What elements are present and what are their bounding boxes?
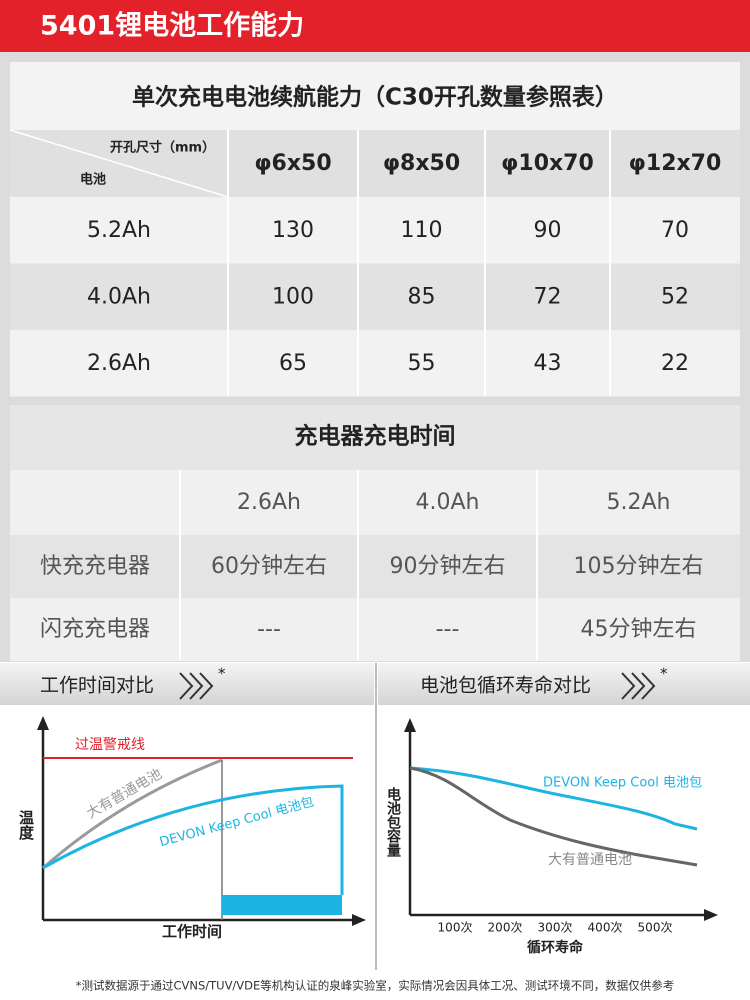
header-title: 5401锂电池工作能力 [40,10,304,42]
diagonal [9,129,229,198]
column-header: 4.0Ah [416,490,480,515]
chart-title: 电池包循环寿命对比 [420,675,591,697]
x-tick-label: 400次 [588,921,623,935]
table-cell: 70 [661,218,689,243]
chart-title: 工作时间对比 [40,675,154,697]
chevrons [179,672,656,700]
table-cell: 闪充充电器 [40,617,150,642]
curve [42,758,223,870]
table-cell: 85 [408,285,436,310]
column-header: φ10x70 [501,151,594,176]
corner-label: 电池 [80,172,106,188]
block [222,895,342,915]
table-cell: --- [436,617,460,642]
table-cell: 4.0Ah [87,285,151,310]
table-row [10,197,740,264]
x-label: 工作时间 [162,923,222,941]
table-cell: 22 [661,351,689,376]
runtime-title: 单次充电电池续航能力（C30开孔数量参照表） [132,84,618,111]
table-cell: 100 [272,285,314,310]
footnote: *测试数据源于通过CVNS/TUV/VDE等机构认证的泉峰实验室，实际情况会因具… [76,979,675,993]
x-label: 循环寿命 [527,939,584,956]
header-bar [0,0,750,52]
table-cell: 43 [534,351,562,376]
table-row [10,535,740,598]
x-tick-label: 200次 [488,921,523,935]
table-cell: 90分钟左右 [390,554,506,579]
x-tick-label: 100次 [438,921,473,935]
table-cell: 90 [534,218,562,243]
table-cell: 60分钟左右 [211,554,327,579]
table-cell: 55 [408,351,436,376]
table-row [10,263,740,330]
header-row [10,470,740,535]
table-cell: 72 [534,285,562,310]
marker: * [218,665,226,683]
x-ticks: 100次 200次 300次 400次 500次 [438,921,673,935]
table-cell: 105分钟左右 [574,554,704,579]
column-header: φ12x70 [629,151,722,176]
table-title-row [10,405,740,470]
header-row [10,130,740,197]
table-cell: 快充充电器 [40,554,150,579]
cycle-chart: DEVON Keep Cool 电池包 大有普通电池 电池包容量 循环寿命 10… [385,718,718,956]
table-cell: 130 [272,218,314,243]
table-row [10,330,740,397]
curve [42,784,344,895]
y-label: 电池包容量 [385,786,402,858]
table-cell: 5.2Ah [87,218,151,243]
charge-title: 充电器充电时间 [295,423,456,450]
marker: * [660,665,668,683]
arrow [404,718,416,732]
column-header: 5.2Ah [607,490,671,515]
y-label: 温度 [17,810,35,841]
table-row [10,598,740,661]
warning-label: 过温警戒线 [75,737,145,753]
table-cell: 110 [401,218,443,243]
arrow [37,716,49,730]
arrow [704,909,718,921]
series-label: 大有普通电池 [548,852,632,868]
series-label: DEVON Keep Cool 电池包 [543,776,702,791]
column-header: φ8x50 [383,151,460,176]
table-cell: 65 [279,351,307,376]
table-cell: 2.6Ah [87,351,151,376]
corner-label: 开孔尺寸（mm） [110,140,215,156]
x-tick-label: 300次 [538,921,573,935]
table-cell: --- [257,617,281,642]
table-title-row [10,62,740,130]
chart-header [378,663,750,705]
table-cell: 45分钟左右 [581,617,697,642]
column-header: φ6x50 [254,151,331,176]
curve [409,766,698,831]
curve [409,766,698,867]
table-cell: 52 [661,285,689,310]
x-tick-label: 500次 [638,921,673,935]
chart-header [0,663,374,705]
column-header: 2.6Ah [237,490,301,515]
arrow [352,914,366,926]
